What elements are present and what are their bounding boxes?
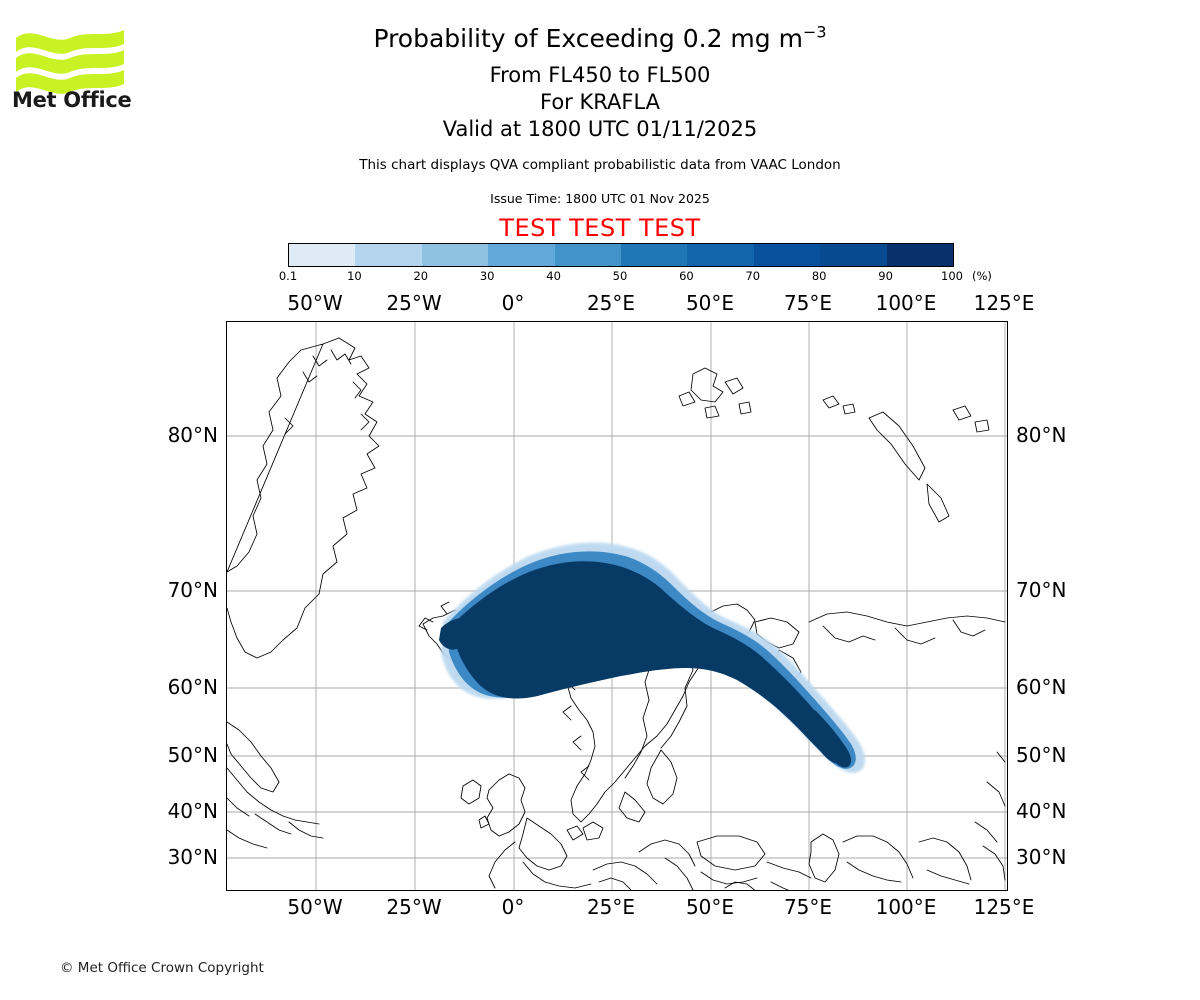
lat-label-right-30N: 30°N bbox=[1016, 845, 1067, 869]
colorbar-tick-0.1: 0.1 bbox=[278, 269, 298, 283]
title-exponent: −3 bbox=[802, 22, 827, 42]
title-main-text: Probability of Exceeding 0.2 mg m bbox=[373, 24, 803, 53]
probability-colorbar bbox=[288, 243, 954, 267]
met-office-logo bbox=[12, 20, 132, 115]
plume-source-stem bbox=[439, 618, 473, 650]
logo-wave-glyph bbox=[16, 30, 124, 94]
ash-plume bbox=[439, 542, 866, 773]
lat-label-left-70N: 70°N bbox=[167, 578, 218, 602]
colorbar-tick-100: 100 bbox=[941, 269, 963, 283]
lon-label-top-75E: 75°E bbox=[783, 291, 833, 315]
colorbar-segment-3 bbox=[488, 244, 555, 266]
colorbar-segment-5 bbox=[621, 244, 688, 266]
lat-label-right-80N: 80°N bbox=[1016, 423, 1067, 447]
colorbar-segment-6 bbox=[687, 244, 754, 266]
latitude-axis-right: 80°N 70°N 60°N 50°N 40°N 30°N bbox=[1016, 0, 1200, 1000]
lon-label-bottom-25E: 25°E bbox=[586, 895, 636, 919]
lon-label-top-0: 0° bbox=[501, 291, 525, 315]
lon-label-bottom-125E: 125°E bbox=[973, 895, 1035, 919]
lon-label-bottom-25W: 25°W bbox=[386, 895, 442, 919]
lon-label-bottom-50W: 50°W bbox=[287, 895, 343, 919]
lon-label-bottom-50E: 50°E bbox=[685, 895, 735, 919]
colorbar-tick-70: 70 bbox=[745, 269, 761, 283]
met-office-wordmark: Met Office bbox=[12, 88, 132, 112]
coastlines bbox=[227, 337, 1006, 890]
lon-label-top-50E: 50°E bbox=[685, 291, 735, 315]
map-svg bbox=[227, 322, 1007, 890]
colorbar-segment-8 bbox=[820, 244, 887, 266]
colorbar-tick-20: 20 bbox=[413, 269, 429, 283]
colorbar-tick-30: 30 bbox=[479, 269, 495, 283]
colorbar-segment-0 bbox=[289, 244, 356, 266]
colorbar-unit-label: (%) bbox=[972, 269, 992, 283]
lon-label-top-125E: 125°E bbox=[973, 291, 1035, 315]
lon-label-top-100E: 100°E bbox=[875, 291, 937, 315]
colorbar-tick-50: 50 bbox=[612, 269, 628, 283]
colorbar-segment-2 bbox=[421, 244, 489, 266]
lat-label-right-40N: 40°N bbox=[1016, 799, 1067, 823]
colorbar-tick-80: 80 bbox=[811, 269, 827, 283]
lon-label-bottom-0: 0° bbox=[501, 895, 525, 919]
lon-label-top-25W: 25°W bbox=[386, 291, 442, 315]
lon-label-bottom-75E: 75°E bbox=[783, 895, 833, 919]
latitude-axis-left: 80°N 70°N 60°N 50°N 40°N 30°N bbox=[0, 0, 218, 1000]
colorbar-tick-60: 60 bbox=[679, 269, 694, 283]
lat-label-left-30N: 30°N bbox=[167, 845, 218, 869]
colorbar-tick-labels: 0.1 10 20 30 40 50 60 70 80 90 100 bbox=[279, 269, 963, 285]
lat-label-left-80N: 80°N bbox=[167, 423, 218, 447]
lat-label-left-40N: 40°N bbox=[167, 799, 218, 823]
lat-label-left-60N: 60°N bbox=[167, 675, 218, 699]
lon-label-top-25E: 25°E bbox=[586, 291, 636, 315]
lon-label-top-50W: 50°W bbox=[287, 291, 343, 315]
plume-core bbox=[451, 561, 846, 764]
lat-label-right-70N: 70°N bbox=[1016, 578, 1067, 602]
colorbar-segment-9 bbox=[886, 244, 954, 266]
lat-label-left-50N: 50°N bbox=[167, 743, 218, 767]
colorbar-segment-4 bbox=[554, 244, 622, 266]
map-panel[interactable] bbox=[226, 321, 1008, 891]
colorbar-segment-7 bbox=[753, 244, 821, 266]
colorbar-tick-40: 40 bbox=[546, 269, 561, 283]
lon-label-bottom-100E: 100°E bbox=[875, 895, 937, 919]
lat-label-right-50N: 50°N bbox=[1016, 743, 1067, 767]
colorbar-tick-10: 10 bbox=[347, 269, 362, 283]
colorbar-tick-90: 90 bbox=[878, 269, 893, 283]
copyright-notice: © Met Office Crown Copyright bbox=[60, 960, 264, 976]
plume-tail bbox=[801, 710, 852, 768]
colorbar-segment-1 bbox=[355, 244, 422, 266]
lat-label-right-60N: 60°N bbox=[1016, 675, 1067, 699]
